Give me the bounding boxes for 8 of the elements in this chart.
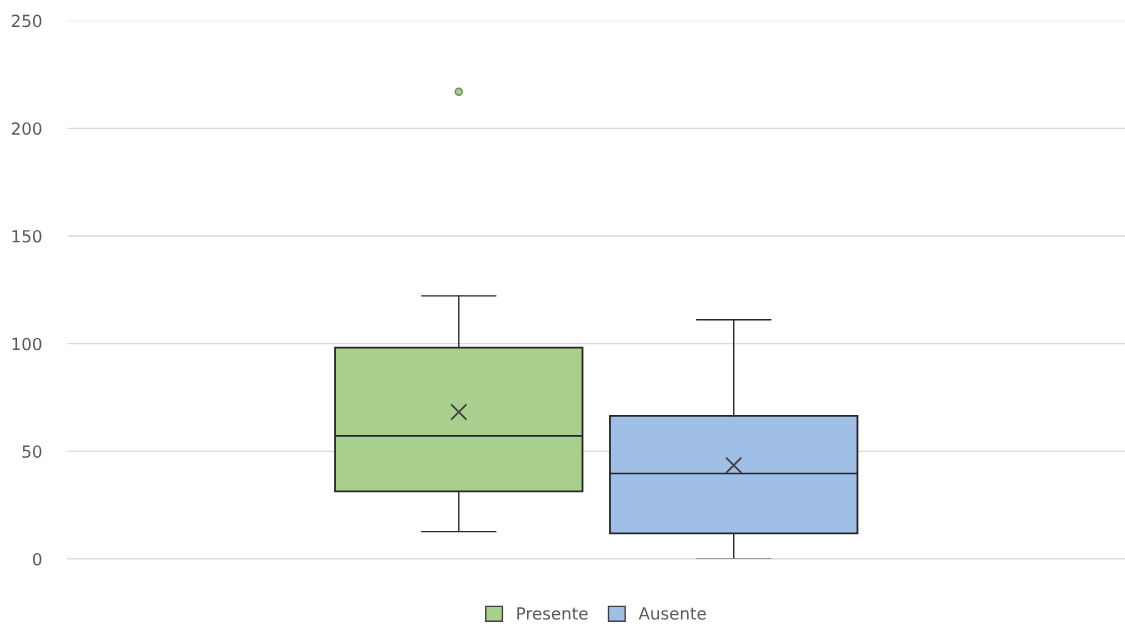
legend-label: Ausente: [638, 607, 706, 620]
y-tick-label: 100: [12, 337, 42, 351]
y-tick-label: 50: [22, 445, 42, 458]
legend-label: Presente: [517, 607, 588, 620]
y-tick-label: 150: [12, 229, 42, 243]
y-tick-label: 200: [11, 122, 42, 135]
y-tick-label: 0: [32, 552, 42, 566]
y-tick-label: 250: [11, 14, 42, 28]
